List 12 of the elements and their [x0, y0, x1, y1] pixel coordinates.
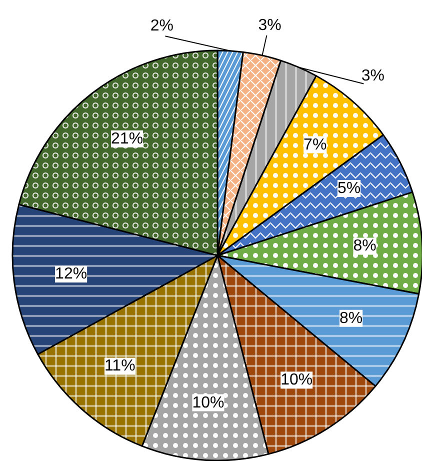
data-label: 3% [258, 16, 282, 34]
data-label: 10% [280, 372, 313, 389]
data-label: 2% [150, 18, 174, 35]
data-label: 21% [111, 130, 144, 148]
data-label: 8% [353, 238, 376, 255]
data-label: 3% [361, 67, 385, 84]
data-label: 11% [104, 358, 136, 375]
data-label: 10% [192, 394, 224, 412]
data-label: 12% [55, 266, 88, 282]
data-label: 5% [337, 180, 361, 197]
data-label: 8% [339, 310, 363, 327]
data-label: 7% [304, 136, 327, 154]
